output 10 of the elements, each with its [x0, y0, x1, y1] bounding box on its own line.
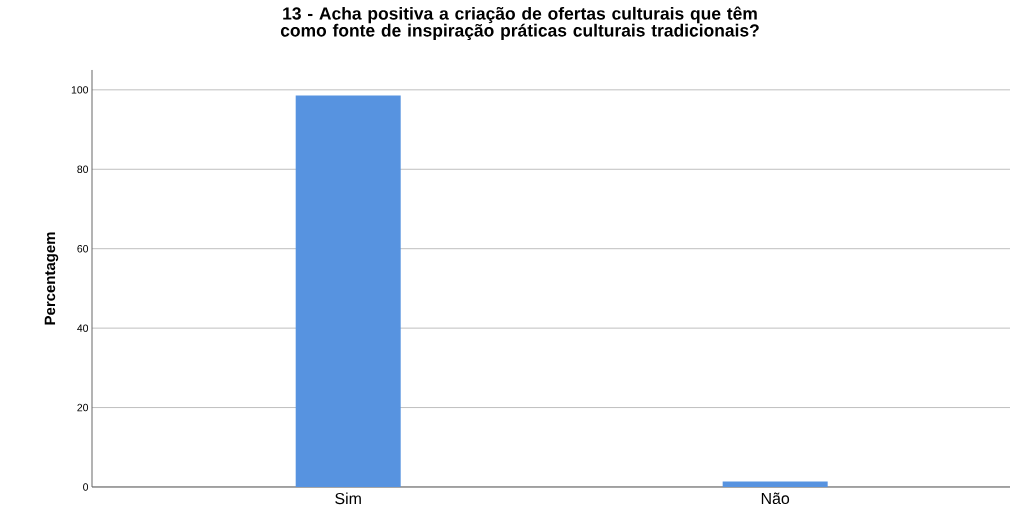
x-tick-label: Não: [761, 492, 790, 505]
y-tick-label: 80: [77, 165, 89, 173]
y-tick-label: 40: [77, 324, 89, 332]
y-tick-label: 20: [77, 403, 89, 412]
y-tick-label: 0: [83, 483, 89, 491]
chart-title: 13 - Acha positiva a criação de ofertas culturais que têm como fonte de inspiração práticas culturais tradicionais?: [280, 6, 759, 41]
y-tick-label: 100: [71, 86, 89, 94]
x-tick-label: Sim: [335, 492, 361, 505]
y-tick-label: 60: [77, 245, 89, 253]
y-axis-title: Percentagem: [44, 232, 59, 325]
